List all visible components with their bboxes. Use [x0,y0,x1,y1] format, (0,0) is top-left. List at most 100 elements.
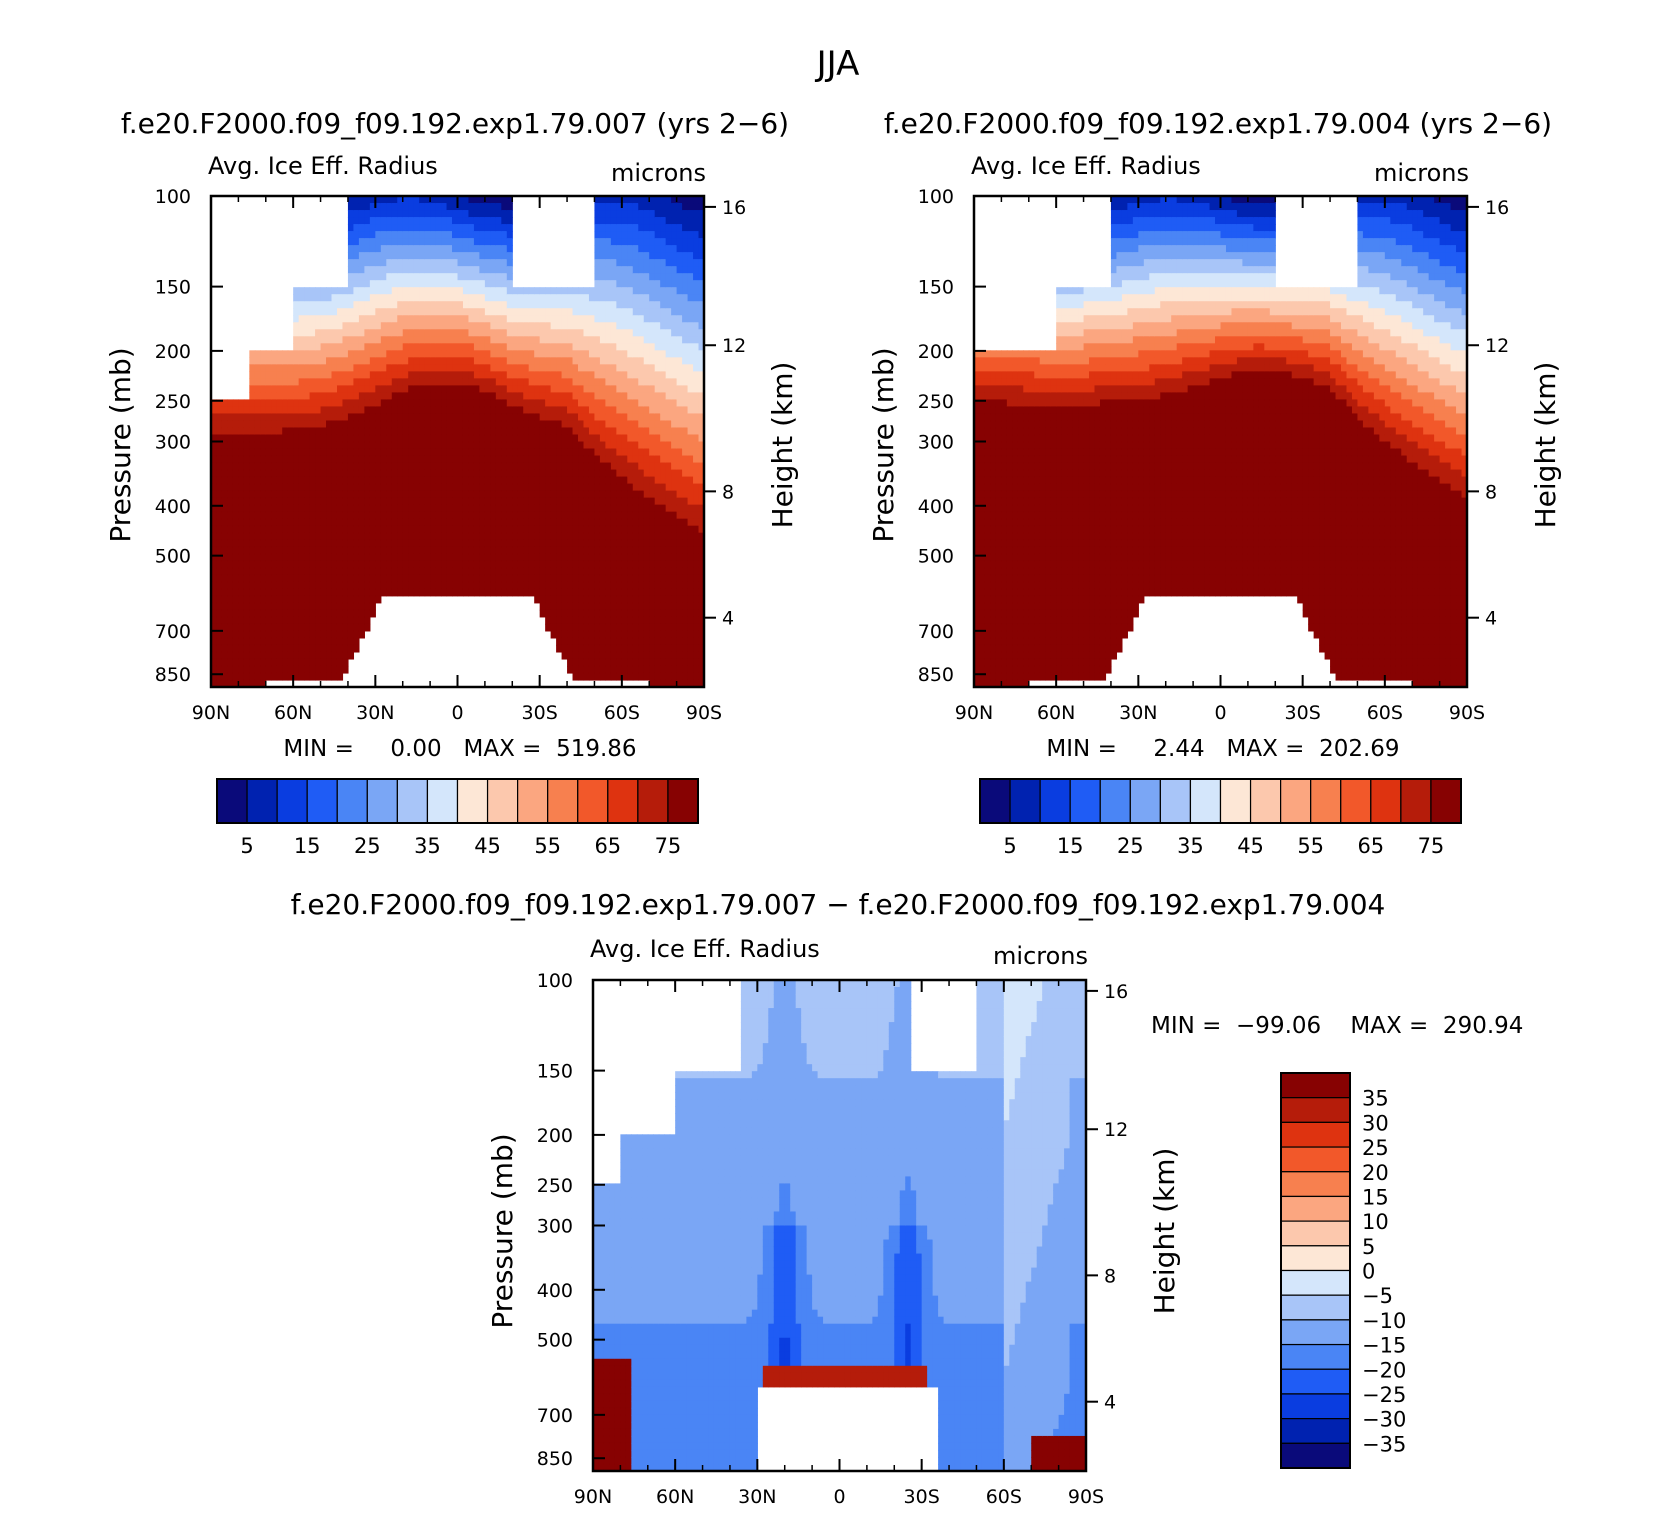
panel1-cell [671,476,678,485]
panel1-cell [304,336,311,344]
panel1-cell [534,511,541,520]
panel1-cell [632,350,639,358]
panel1-cell [671,294,678,302]
panel1-cell [638,469,645,478]
panel1-cell [254,371,261,379]
panel1-cell [347,441,355,450]
panel1-cell [408,588,415,597]
panel1-cell [643,434,650,443]
panel1-cell [594,483,601,492]
panel1-cell [616,259,623,267]
panel1-cell [364,315,371,323]
panel1-cell [682,504,689,513]
panel1-cell [446,434,453,443]
panel1-cell [375,364,382,372]
panel1-cell [386,469,393,478]
panel1-cell [621,490,628,499]
panel1-cell [452,259,459,267]
panel1-cell [484,560,491,569]
panel1-cell [654,448,661,457]
panel1-cell [567,525,574,534]
panel1-cell [588,364,596,372]
panel1-cell [347,462,355,471]
panel1-cell [408,413,415,422]
panel1-cell [495,476,502,485]
panel1-cell [238,469,245,478]
panel1-cell [588,490,596,499]
panel1-cell [643,238,650,246]
panel1-cell [632,238,639,246]
panel1-cell [391,560,398,569]
panel1-cell [665,448,672,457]
panel1-cell [298,287,305,295]
panel1-cell [506,518,513,527]
panel1-cell [506,399,513,408]
panel1-cell [315,630,322,639]
panel1-cell [490,266,497,274]
panel1-cell [687,511,694,520]
panel1-cell [528,553,535,562]
panel1-cell [561,483,568,492]
panel1-cell [402,539,409,548]
panel1-cell [638,294,645,302]
panel1-cell [435,294,442,302]
panel1-cell [320,539,327,548]
panel1-cell [375,518,382,527]
panel1-cell [424,469,431,478]
panel1-cell [621,532,628,541]
panel1-cell [293,420,300,429]
panel1-cell [616,511,623,520]
panel1-cell [298,462,305,471]
panel1-cell [221,476,229,485]
panel1-cell [452,518,459,527]
panel1-cell [616,441,623,450]
panel1-cell [315,399,322,408]
panel1-cell [419,273,426,281]
panel1-cell [528,441,535,450]
panel1-cell [441,224,448,232]
panel1-cell [276,644,283,653]
panel1-cell [413,308,420,316]
panel1-cell [369,329,376,337]
panel1-cell [347,455,355,464]
panel1-cell [353,252,360,260]
panel1-cell [424,490,431,499]
panel1-cell [320,420,327,429]
panel1-cell [402,350,409,358]
panel1-cell [342,490,349,499]
panel1-cell [550,553,557,562]
panel1-cell [402,588,409,597]
panel1-cell [249,665,256,674]
panel1-cell [287,420,294,429]
panel1-cell [550,623,557,632]
panel1-cell [484,427,491,436]
panel1-cell [501,350,508,358]
panel1-cell [512,455,519,464]
panel1-cell [435,217,442,225]
panel1-cell [616,539,623,548]
panel1-cell [572,616,579,625]
panel1-cell [545,399,552,408]
panel1-cell [671,273,678,281]
panel1-cell [353,308,360,316]
panel1-cell [457,385,464,393]
panel1-cell [506,469,513,478]
panel1-cell [386,259,393,267]
panel1-cell [353,350,360,358]
panel1-cell [364,343,371,351]
panel1-cell [397,441,404,450]
panel1-cell [435,385,442,393]
panel1-cell [660,434,667,443]
panel1-cell [473,553,481,562]
panel1-cell [386,532,393,541]
panel1-cell [364,546,371,555]
panel1-cell [556,483,563,492]
panel1-cell [649,308,656,316]
panel1-cell [556,301,563,309]
panel1-cell [446,231,453,239]
panel1-cell [386,336,393,344]
panel1-cell [298,637,305,646]
panel1-cell [221,609,229,618]
panel1-cell [282,518,289,527]
panel1-cell [665,574,672,583]
